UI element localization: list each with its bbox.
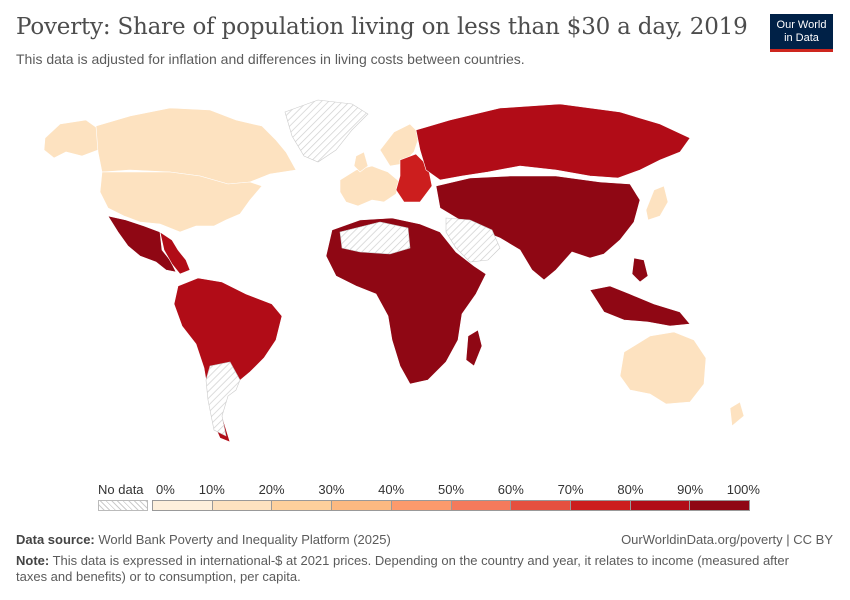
source-text[interactable]: World Bank Poverty and Inequality Platfo…: [98, 532, 391, 547]
legend-swatch[interactable]: [332, 501, 392, 510]
source-label: Data source:: [16, 532, 95, 547]
legend-swatch[interactable]: [153, 501, 213, 510]
region-alaska[interactable]: [43, 119, 101, 159]
legend-tick-label: 90%: [677, 482, 704, 497]
region-philippines[interactable]: [631, 257, 649, 283]
legend-tick-label: 40%: [378, 482, 405, 497]
legend-swatch[interactable]: [451, 501, 512, 510]
region-southeast-asia[interactable]: [589, 285, 691, 327]
logo-line-2: in Data: [784, 32, 819, 44]
region-canada[interactable]: [95, 107, 297, 185]
legend-tick-label: 50%: [437, 482, 465, 497]
legend-swatch[interactable]: [511, 501, 571, 510]
region-mexico[interactable]: [107, 215, 177, 273]
legend-tick-label: 20%: [258, 482, 285, 497]
chart-title: Poverty: Share of population living on l…: [16, 14, 748, 40]
legend-swatch[interactable]: [570, 501, 631, 510]
legend-tick-label: 80%: [617, 482, 644, 497]
region-africa[interactable]: [325, 217, 487, 385]
region-usa[interactable]: [99, 171, 263, 233]
legend-swatch[interactable]: [391, 501, 452, 510]
region-greenland[interactable]: [284, 99, 369, 163]
legend-swatch[interactable]: [212, 501, 273, 510]
region-madagascar[interactable]: [465, 329, 483, 367]
world-map: [43, 99, 745, 443]
legend-no-data-swatch[interactable]: [98, 500, 148, 511]
legend-swatch[interactable]: [630, 501, 691, 510]
legend-color-scale: [152, 500, 750, 511]
legend-tick-label: 60%: [497, 482, 524, 497]
note-text: This data is expressed in international-…: [16, 553, 789, 584]
region-australia[interactable]: [619, 331, 707, 405]
region-new-zealand[interactable]: [729, 401, 745, 427]
legend-no-data-label: No data: [98, 482, 144, 497]
legend-swatch[interactable]: [272, 501, 333, 510]
region-scandinavia[interactable]: [379, 123, 421, 167]
region-russia[interactable]: [415, 103, 691, 181]
legend-swatch[interactable]: [690, 501, 750, 510]
region-argentina[interactable]: [205, 361, 241, 437]
region-sahara[interactable]: [339, 221, 411, 255]
logo-line-1: Our World: [776, 19, 827, 31]
legend-tick-label: 70%: [557, 482, 584, 497]
region-japan[interactable]: [645, 185, 669, 221]
region-uk[interactable]: [353, 151, 369, 173]
region-middle-east[interactable]: [445, 217, 501, 263]
owid-logo[interactable]: Our World in Data: [770, 14, 833, 52]
chart-subtitle: This data is adjusted for inflation and …: [16, 51, 525, 67]
footnote: Note: This data is expressed in internat…: [16, 553, 816, 585]
color-legend: No data 0% 10% 20% 30% 40% 50% 60% 70% 80% 90% 100…: [0, 480, 850, 520]
owid-link[interactable]: OurWorldinData.org/poverty | CC BY: [621, 532, 833, 547]
region-europe-east[interactable]: [395, 153, 433, 203]
legend-tick-label: 0%: [156, 482, 175, 497]
note-label: Note:: [16, 553, 50, 568]
region-europe-west[interactable]: [339, 165, 401, 207]
data-source: Data source: World Bank Poverty and Ineq…: [16, 532, 391, 547]
legend-tick-label: 10%: [198, 482, 225, 497]
region-central-america[interactable]: [159, 231, 191, 275]
region-south-america[interactable]: [173, 277, 283, 443]
legend-tick-label: 30%: [318, 482, 345, 497]
legend-tick-label: 100%: [726, 482, 760, 497]
